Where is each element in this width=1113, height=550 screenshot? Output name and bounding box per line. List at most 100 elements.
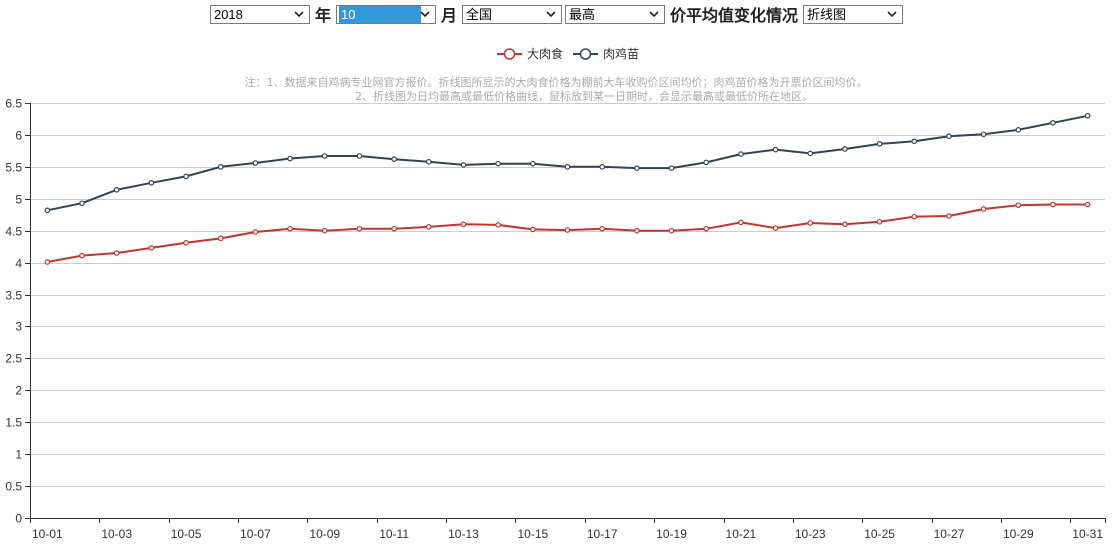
data-point[interactable] <box>1050 201 1056 208</box>
month-select-value: 10 <box>338 5 421 23</box>
month-label: 月 <box>440 6 457 25</box>
chart-type-select[interactable]: 折线图 <box>803 4 904 24</box>
data-point[interactable] <box>356 153 363 159</box>
data-point[interactable] <box>980 131 987 138</box>
data-point[interactable] <box>391 225 397 232</box>
data-point[interactable] <box>148 180 155 186</box>
data-point[interactable] <box>460 162 467 168</box>
series-line <box>47 114 1088 212</box>
data-point[interactable] <box>807 150 814 157</box>
y-tick-label: 4 <box>15 257 22 271</box>
data-point[interactable] <box>911 138 918 145</box>
data-point[interactable] <box>113 187 120 193</box>
data-point[interactable] <box>807 220 814 226</box>
data-point[interactable] <box>495 222 501 228</box>
x-tick-label: 10-27 <box>934 527 965 541</box>
x-tick-label: 10-31 <box>1072 527 1103 541</box>
data-point[interactable] <box>460 221 467 228</box>
data-point[interactable] <box>876 218 883 225</box>
chevron-down-icon <box>294 10 304 17</box>
x-tick-label: 10-01 <box>32 527 63 541</box>
data-point[interactable] <box>321 227 328 234</box>
y-tick-label: 5 <box>15 193 22 207</box>
data-point[interactable] <box>44 207 51 214</box>
y-tick-label: 0.5 <box>5 480 22 494</box>
legend-item[interactable]: 大肉食 <box>497 46 563 61</box>
year-label: 年 <box>314 6 331 25</box>
data-point[interactable] <box>564 227 571 233</box>
data-point[interactable] <box>391 156 397 162</box>
filter-toolbar: 2018 年 10 月 全国 最高 价平均值变化情况 折线图 <box>0 3 1113 25</box>
data-point[interactable] <box>1084 112 1091 119</box>
data-point[interactable] <box>1015 127 1022 133</box>
data-point[interactable] <box>668 165 675 171</box>
x-tick-label: 10-23 <box>795 527 826 541</box>
chevron-down-icon <box>546 10 556 17</box>
data-point[interactable] <box>876 141 883 147</box>
data-point[interactable] <box>1084 201 1091 208</box>
data-point[interactable] <box>44 259 51 265</box>
data-point[interactable] <box>842 146 848 152</box>
data-point[interactable] <box>911 213 918 220</box>
data-point[interactable] <box>217 235 224 242</box>
legend-item[interactable]: 肉鸡苗 <box>573 46 639 61</box>
y-tick-label: 2.5 <box>5 352 22 366</box>
x-tick-label: 10-03 <box>101 527 132 541</box>
data-point[interactable] <box>183 173 189 180</box>
data-point[interactable] <box>495 160 501 167</box>
data-point[interactable] <box>946 213 952 219</box>
data-point[interactable] <box>980 206 987 212</box>
data-point[interactable] <box>946 133 952 140</box>
data-point[interactable] <box>217 164 224 170</box>
chevron-down-icon <box>420 10 430 17</box>
y-tick-label: 6 <box>15 129 22 143</box>
chart-type-select-value: 折线图 <box>807 6 847 22</box>
data-point[interactable] <box>356 225 363 232</box>
series-line <box>47 203 1088 263</box>
data-point[interactable] <box>425 158 432 165</box>
data-point[interactable] <box>113 250 120 256</box>
data-point[interactable] <box>79 200 85 207</box>
data-point[interactable] <box>703 225 710 232</box>
x-tick-label: 10-17 <box>587 527 618 541</box>
data-point[interactable] <box>564 164 571 170</box>
year-select[interactable]: 2018 <box>209 4 310 24</box>
data-point[interactable] <box>668 227 675 234</box>
data-point[interactable] <box>183 240 189 246</box>
data-point[interactable] <box>738 151 744 157</box>
data-point[interactable] <box>287 155 293 162</box>
data-point[interactable] <box>738 219 744 226</box>
data-point[interactable] <box>842 221 848 228</box>
note-line-1: 注：1、数据来自鸡病专业网官方报价。折线图所显示的大肉食价格为棚前大车收购价区间… <box>245 75 868 89</box>
x-tick-label: 10-19 <box>656 527 687 541</box>
year-select-value: 2018 <box>213 6 243 22</box>
note-line-2: 2、折线图为日均最高或最低价格曲线，鼠标放到某一日期时，会显示最高或最低价所在地… <box>355 89 813 103</box>
data-point[interactable] <box>772 146 779 153</box>
data-point[interactable] <box>321 153 328 159</box>
data-point[interactable] <box>634 165 640 171</box>
data-point[interactable] <box>287 225 293 232</box>
data-point[interactable] <box>79 252 85 259</box>
data-point[interactable] <box>703 159 710 166</box>
data-point[interactable] <box>530 226 536 233</box>
x-tick-label: 10-21 <box>726 527 757 541</box>
grid <box>30 103 1105 487</box>
stat-select[interactable]: 最高 <box>565 4 665 24</box>
data-point[interactable] <box>1050 119 1056 126</box>
month-select[interactable]: 10 <box>335 4 436 24</box>
data-point[interactable] <box>425 224 432 230</box>
data-point[interactable] <box>599 164 605 170</box>
data-point[interactable] <box>599 225 605 232</box>
legend[interactable]: 大肉食 肉鸡苗 <box>497 46 639 61</box>
data-point[interactable] <box>252 160 259 166</box>
data-point[interactable] <box>772 225 779 231</box>
data-point[interactable] <box>148 245 155 251</box>
y-tick-label: 0 <box>15 512 22 526</box>
data-point[interactable] <box>634 227 640 234</box>
data-point[interactable] <box>1015 202 1022 208</box>
stat-select-value: 最高 <box>569 6 596 22</box>
data-point[interactable] <box>530 160 536 167</box>
data-point[interactable] <box>252 229 259 235</box>
x-tick-label: 10-15 <box>517 527 548 541</box>
region-select[interactable]: 全国 <box>462 4 562 24</box>
